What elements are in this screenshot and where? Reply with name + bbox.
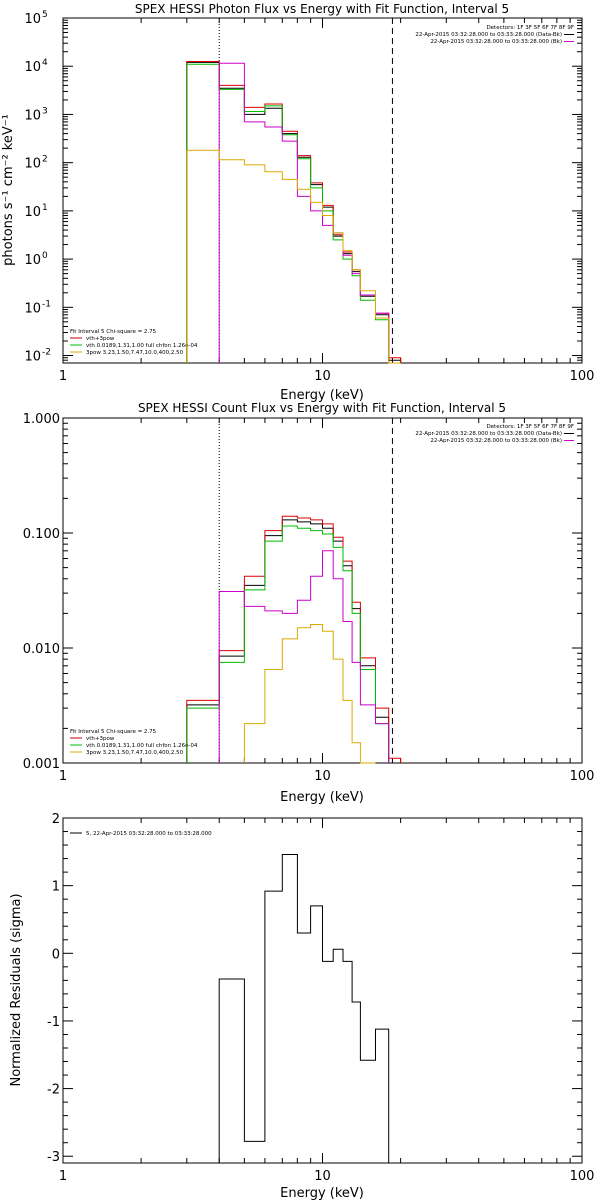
legend-data-bk: 22-Apr-2015 03:32:28.000 to 03:33:28.000… (415, 431, 562, 437)
legend: 5, 22-Apr-2015 03:32:28.000 to 03:33:28.… (70, 831, 212, 837)
y-tick-label: 10 (24, 301, 41, 316)
y-tick-label: 0.001 (23, 757, 60, 772)
legend-detectors: Detectors: 1F 3F 5F 6F 7F 8F 9F (486, 25, 574, 31)
y-tick-exponent: 0 (42, 251, 48, 261)
legend-header: Detectors: 1F 3F 5F 6F 7F 8F 9F 22-Apr-2… (415, 25, 574, 45)
y-tick-label: 1 (52, 880, 60, 895)
legend-detectors: Detectors: 1F 3F 5F 6F 7F 8F 9F (486, 424, 574, 430)
fit-legend-chi: Fit Interval 5 Chi-square = 2.75 (70, 729, 157, 735)
y-tick-label: 10 (24, 108, 41, 123)
series-line-3 (218, 550, 390, 763)
fit-legend-3pow: 3pow 3.23,1.50,7.47,10.0,400,2.50 (86, 750, 184, 756)
x-tick-label: 1 (59, 1169, 67, 1184)
x-tick-label: 10 (314, 369, 331, 384)
legend-bk: 22-Apr-2015 03:32:28.000 to 03:33:28.000… (430, 438, 562, 444)
series-line-0 (218, 854, 390, 1163)
x-tick-label: 100 (570, 769, 595, 784)
y-axis-label: Normalized Residuals (sigma) (9, 893, 24, 1086)
y-tick-exponent: 5 (42, 10, 48, 20)
x-tick-label: 100 (570, 369, 595, 384)
x-axis-label: Energy (keV) (280, 790, 364, 805)
y-axis-label: photons s⁻¹ cm⁻² keV⁻¹ (1, 114, 16, 266)
y-tick-label: -3 (47, 1150, 60, 1165)
x-tick-label: 1 (59, 369, 67, 384)
fit-legend: Fit Interval 5 Chi-square = 2.75 vth+3po… (70, 729, 198, 756)
fit-legend-chi: Fit Interval 5 Chi-square = 2.75 (70, 329, 157, 335)
fit-legend-total: vth+3pow (86, 336, 115, 342)
series-line-4 (186, 149, 401, 364)
y-tick-label: 0 (52, 947, 60, 962)
y-tick-label: 10 (24, 12, 41, 27)
photon-flux-panel: SPEX HESSI Photon Flux vs Energy with Fi… (1, 2, 594, 403)
y-tick-label: 2 (52, 812, 60, 827)
x-axis-label: Energy (keV) (280, 388, 364, 403)
y-tick-exponent: 3 (42, 106, 48, 116)
fit-legend-total: vth+3pow (86, 736, 115, 742)
fit-legend-vth: vth 0.0189,1.31,1.00 full chfon 1.26e-04 (86, 343, 198, 349)
y-tick-exponent: 1 (42, 203, 48, 213)
y-tick-label: 1.000 (23, 412, 60, 427)
y-tick-exponent: 4 (42, 58, 48, 68)
series-line-3 (218, 62, 401, 364)
series-line-4 (243, 624, 376, 764)
y-tick-label: 0.100 (23, 527, 60, 542)
x-axis-label: Energy (keV) (280, 1186, 364, 1200)
chart-title: SPEX HESSI Count Flux vs Energy with Fit… (138, 401, 506, 415)
series-line-1 (186, 515, 402, 763)
y-tick-exponent: 2 (42, 155, 48, 165)
plot-frame (62, 417, 583, 764)
fit-legend-vth: vth 0.0189,1.31,1.00 full chfon 1.26e-04 (86, 743, 198, 749)
legend-bk: 22-Apr-2015 03:32:28.000 to 03:33:28.000… (430, 39, 562, 45)
y-tick-label: -2 (47, 1083, 60, 1098)
legend-header: Detectors: 1F 3F 5F 6F 7F 8F 9F 22-Apr-2… (415, 424, 574, 444)
y-tick-label: 10 (24, 205, 41, 220)
series-line-2 (186, 525, 390, 763)
count-flux-panel: SPEX HESSI Count Flux vs Energy with Fit… (23, 401, 595, 805)
y-tick-label: 10 (24, 157, 41, 172)
chart-title: SPEX HESSI Photon Flux vs Energy with Fi… (135, 2, 509, 16)
fit-legend-3pow: 3pow 3.23,1.50,7.47,10.0,400,2.50 (86, 350, 184, 356)
legend-data-bk: 22-Apr-2015 03:32:28.000 to 03:33:28.000… (415, 32, 562, 38)
y-tick-exponent: -2 (42, 348, 51, 358)
fit-legend: Fit Interval 5 Chi-square = 2.75 vth+3po… (70, 329, 198, 356)
legend-entry: 5, 22-Apr-2015 03:32:28.000 to 03:33:28.… (86, 831, 212, 837)
y-tick-label: 0.010 (23, 642, 60, 657)
series-line-0 (186, 519, 390, 763)
y-tick-exponent: -1 (42, 299, 51, 309)
residuals-panel: Energy (keV) Normalized Residuals (sigma… (9, 812, 595, 1201)
plot-frame (62, 817, 583, 1164)
y-tick-label: -1 (47, 1015, 60, 1030)
y-tick-label: 10 (24, 253, 41, 268)
x-tick-label: 10 (314, 1169, 331, 1184)
y-tick-label: 10 (24, 60, 41, 75)
x-tick-label: 10 (314, 769, 331, 784)
x-tick-label: 1 (59, 769, 67, 784)
x-tick-label: 100 (570, 1169, 595, 1184)
y-tick-label: 10 (24, 350, 41, 365)
